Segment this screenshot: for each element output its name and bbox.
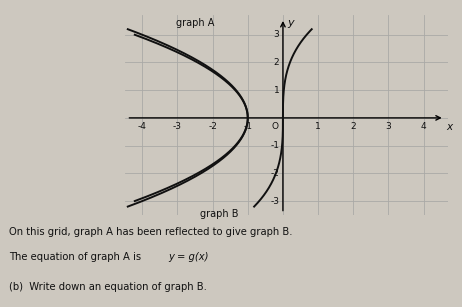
Text: 1: 1 (274, 86, 280, 95)
Text: 2: 2 (350, 122, 356, 131)
Text: -3: -3 (270, 196, 280, 206)
Text: -1: -1 (270, 141, 280, 150)
Text: y = g(x): y = g(x) (169, 252, 209, 262)
Text: y: y (287, 17, 294, 28)
Text: The equation of graph A is: The equation of graph A is (9, 252, 148, 262)
Text: graph B: graph B (201, 209, 239, 220)
Text: On this grid, graph A has been reflected to give graph B.: On this grid, graph A has been reflected… (9, 227, 293, 237)
Text: -2: -2 (208, 122, 217, 131)
Text: -3: -3 (173, 122, 182, 131)
Text: 1: 1 (315, 122, 321, 131)
Text: O: O (272, 122, 279, 131)
Text: (b)  Write down an equation of graph B.: (b) Write down an equation of graph B. (9, 282, 207, 293)
Text: -4: -4 (138, 122, 147, 131)
Text: graph A: graph A (176, 18, 214, 28)
Text: -1: -1 (243, 122, 252, 131)
Text: 3: 3 (385, 122, 391, 131)
Text: x: x (446, 122, 452, 132)
Text: 3: 3 (274, 30, 280, 39)
Text: 2: 2 (274, 58, 280, 67)
Text: -2: -2 (271, 169, 280, 178)
Text: 4: 4 (421, 122, 426, 131)
